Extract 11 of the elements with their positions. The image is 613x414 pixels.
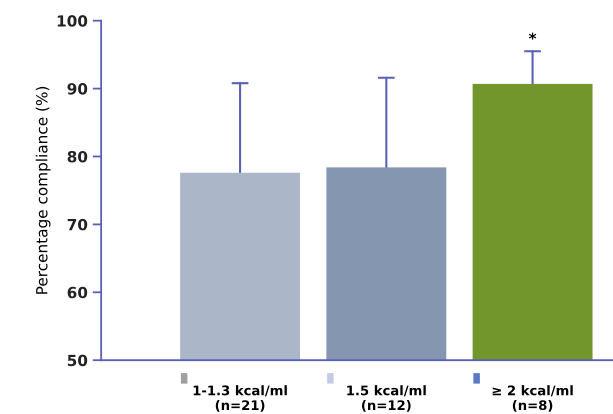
x-tick-label: ≥ 2 kcal/ml (n=8) xyxy=(492,385,573,412)
y-tick-label: 90 xyxy=(67,83,88,95)
x-tick-label: 1-1.3 kcal/ml (n=21) xyxy=(194,385,287,412)
y-tick-label: 60 xyxy=(68,286,88,298)
annotation: * xyxy=(528,32,536,40)
y-axis-title: Percentage compliance (%) xyxy=(36,86,51,294)
y-tick-label: 70 xyxy=(68,218,88,230)
y-tick-label: 50 xyxy=(68,354,88,366)
x-tick-label: 1.5 kcal/ml (n=12) xyxy=(347,385,426,412)
y-tick-label: 80 xyxy=(68,150,88,163)
y-tick-label: 100 xyxy=(58,15,88,27)
